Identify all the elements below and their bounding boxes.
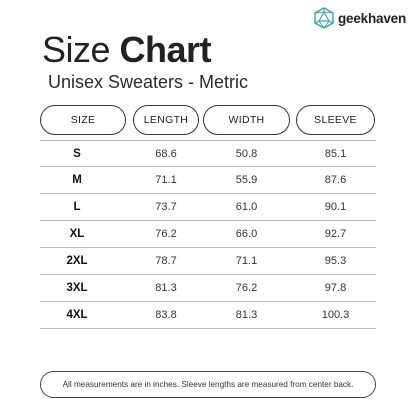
table-row: 4XL 83.8 81.3 100.3 [40, 302, 376, 329]
size-cell: L [73, 201, 81, 213]
size-cell: S [73, 148, 81, 160]
length-cell: 81.3 [155, 282, 177, 294]
page-title: Size Chart [42, 29, 212, 70]
length-cell: 83.8 [155, 309, 177, 321]
width-cell: 76.2 [235, 282, 258, 294]
length-cell: 73.7 [155, 201, 177, 213]
brand-logo: geekhaven [313, 7, 406, 29]
d20-die-icon [314, 7, 334, 29]
header-sleeve: SLEEVE [296, 105, 375, 135]
table-row: 2XL 78.7 71.1 95.3 [40, 248, 376, 275]
table-row: XL 76.2 66.0 92.7 [40, 221, 376, 248]
header-size: SIZE [40, 105, 126, 135]
table-row: L 73.7 61.0 90.1 [40, 194, 376, 221]
title-part-size: Size [42, 29, 120, 70]
sleeve-cell: 92.7 [324, 228, 347, 240]
length-cell: 76.2 [155, 228, 177, 240]
width-cell: 55.9 [235, 174, 258, 186]
size-cell: 4XL [66, 309, 88, 321]
table-row: 3XL 81.3 76.2 97.8 [40, 275, 376, 302]
length-cell: 68.6 [155, 148, 177, 160]
header-length: LENGTH [133, 105, 199, 135]
sleeve-cell: 97.8 [324, 282, 347, 294]
sleeve-cell: 95.3 [324, 255, 347, 267]
width-cell: 81.3 [235, 309, 258, 321]
size-table: S 68.6 50.8 85.1 M 71.1 55.9 87.6 L 73.7… [40, 140, 376, 329]
sleeve-cell: 100.3 [321, 309, 350, 321]
length-cell: 71.1 [155, 174, 177, 186]
sleeve-cell: 85.1 [324, 148, 347, 160]
size-cell: 3XL [66, 282, 88, 294]
sleeve-cell: 90.1 [324, 201, 347, 213]
table-row: S 68.6 50.8 85.1 [40, 140, 376, 167]
brand-name: geekhaven [338, 10, 406, 26]
table-row: M 71.1 55.9 87.6 [40, 167, 376, 194]
page-subtitle: Unisex Sweaters - Metric [48, 72, 249, 92]
measurement-note: All measurements are in inches. Sleeve l… [40, 371, 376, 398]
size-cell: XL [69, 228, 85, 240]
width-cell: 50.8 [235, 148, 258, 160]
header-width: WIDTH [203, 105, 290, 135]
length-cell: 78.7 [155, 255, 177, 267]
width-cell: 61.0 [235, 201, 258, 213]
width-cell: 71.1 [235, 255, 258, 267]
title-part-chart: Chart [119, 29, 212, 70]
size-cell: M [72, 174, 82, 186]
width-cell: 66.0 [235, 228, 258, 240]
sleeve-cell: 87.6 [324, 174, 347, 186]
size-cell: 2XL [66, 255, 88, 267]
